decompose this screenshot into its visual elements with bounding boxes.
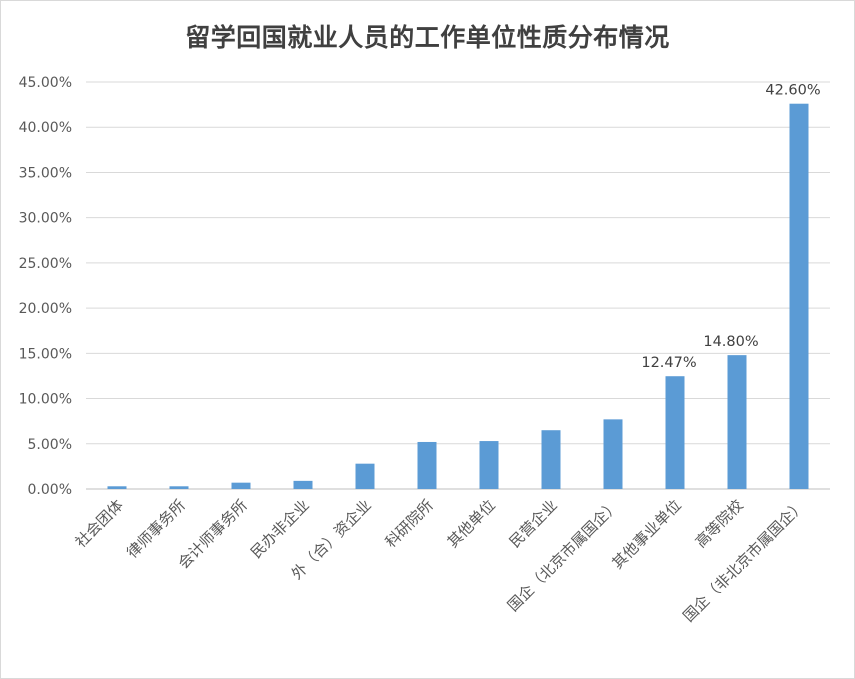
bar	[169, 486, 189, 489]
bar	[231, 482, 251, 489]
x-tick-label: 社会团体	[72, 496, 127, 551]
x-tick-label: 高等院校	[692, 496, 747, 551]
y-tick-label: 40.00%	[19, 120, 72, 136]
bar	[479, 441, 499, 489]
y-tick-label: 30.00%	[19, 211, 72, 227]
y-tick-label: 45.00%	[19, 75, 72, 91]
gridlines	[86, 81, 830, 490]
bar	[293, 480, 313, 489]
y-tick-label: 15.00%	[19, 346, 72, 362]
chart-title: 留学回国就业人员的工作单位性质分布情况	[185, 23, 670, 52]
x-tick-label: 民营企业	[506, 496, 561, 551]
bar	[541, 430, 561, 489]
bar	[789, 103, 809, 489]
bar	[727, 355, 747, 489]
bar	[355, 463, 375, 489]
y-axis-tick-labels: 0.00% 5.00% 10.00% 15.00% 20.00% 25.00% 30.00%…	[19, 75, 72, 498]
bar	[107, 486, 127, 489]
x-tick-label: 科研院所	[382, 496, 437, 551]
data-label: 42.60%	[765, 83, 820, 99]
bar	[417, 441, 437, 489]
x-tick-label: 民办非企业	[247, 496, 313, 562]
x-tick-label: 律师事务所	[123, 496, 189, 562]
bars	[107, 103, 809, 489]
y-tick-label: 5.00%	[28, 437, 72, 453]
bar	[603, 419, 623, 489]
y-tick-label: 0.00%	[28, 482, 72, 498]
y-tick-label: 10.00%	[19, 392, 72, 408]
x-tick-label: 国企（北京市属国企）	[504, 496, 623, 615]
bar	[665, 376, 685, 489]
x-tick-label: 其他单位	[444, 496, 499, 551]
y-tick-label: 35.00%	[19, 165, 72, 181]
data-labels: 12.47% 14.80% 42.60%	[641, 83, 820, 372]
y-tick-label: 25.00%	[19, 256, 72, 272]
x-tick-label: 国企（非北京市属国企）	[679, 496, 808, 625]
data-label: 14.80%	[703, 334, 758, 350]
y-tick-label: 20.00%	[19, 301, 72, 317]
data-label: 12.47%	[641, 355, 696, 371]
